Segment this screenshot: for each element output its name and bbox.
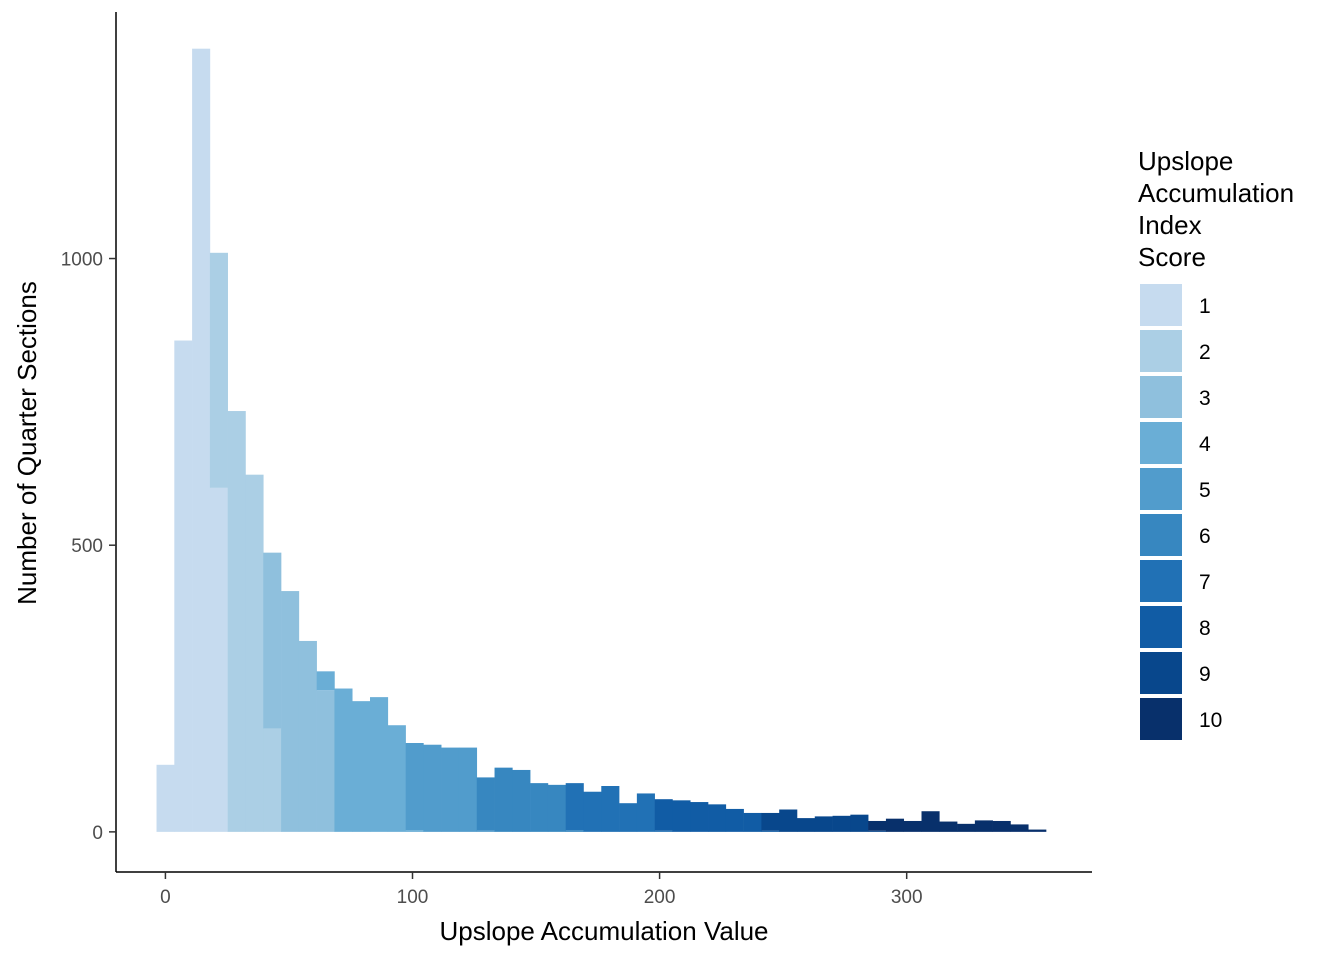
histogram-bar bbox=[708, 804, 727, 832]
legend-label: 3 bbox=[1199, 387, 1211, 410]
histogram-bar bbox=[441, 747, 460, 832]
legend-label: 4 bbox=[1199, 433, 1211, 456]
histogram-bar bbox=[387, 725, 406, 832]
histogram-bar bbox=[316, 671, 335, 691]
histogram-bar bbox=[352, 701, 371, 832]
legend-label: 5 bbox=[1199, 479, 1211, 502]
legend-swatch bbox=[1140, 606, 1182, 648]
histogram-bar bbox=[476, 777, 495, 831]
histogram-bar bbox=[174, 340, 193, 832]
legend-swatch bbox=[1140, 468, 1182, 510]
histogram-bar bbox=[743, 812, 762, 832]
histogram-bar bbox=[405, 743, 424, 831]
histogram-bar bbox=[957, 823, 976, 832]
x-tick-label: 0 bbox=[160, 887, 171, 908]
legend-swatch bbox=[1140, 514, 1182, 556]
histogram-bar bbox=[1010, 824, 1029, 832]
histogram-bar bbox=[209, 252, 228, 488]
legend-label: 2 bbox=[1199, 341, 1211, 364]
x-axis-ticks: 0 100 200 300 bbox=[160, 872, 923, 908]
legend-swatch bbox=[1140, 330, 1182, 372]
histogram-bar bbox=[725, 808, 744, 832]
legend-swatch bbox=[1140, 284, 1182, 326]
histogram-bar bbox=[370, 697, 389, 832]
x-tick-label: 300 bbox=[891, 887, 923, 908]
legend-swatch bbox=[1140, 560, 1182, 602]
histogram-bar bbox=[814, 816, 833, 832]
y-axis-ticks: 0 500 1000 bbox=[61, 250, 116, 844]
histogram-bar bbox=[458, 747, 478, 832]
legend-label: 8 bbox=[1199, 617, 1211, 640]
histogram-bar bbox=[245, 474, 264, 832]
legend-title-line: Index bbox=[1138, 210, 1202, 240]
histogram-bar bbox=[601, 786, 620, 832]
histogram-bar bbox=[583, 791, 602, 832]
histogram-bar bbox=[868, 830, 887, 832]
histogram-bar bbox=[209, 487, 228, 832]
histogram-bar bbox=[672, 800, 691, 832]
histogram-bar bbox=[796, 818, 816, 832]
legend-items: 1 2 3 4 5 6 7 8 9 10 bbox=[1140, 284, 1222, 740]
histogram-bar bbox=[654, 830, 673, 832]
histogram-bar bbox=[832, 815, 851, 832]
histogram-bar bbox=[192, 48, 211, 832]
histogram-bar bbox=[1028, 829, 1047, 832]
histogram-bar bbox=[405, 830, 424, 832]
histogram-bar bbox=[939, 821, 958, 832]
histogram-bar bbox=[334, 688, 353, 832]
histogram-bar bbox=[921, 811, 940, 832]
histogram-bar bbox=[263, 552, 282, 729]
histogram-bar bbox=[992, 820, 1011, 832]
histogram-bar bbox=[974, 820, 993, 832]
histogram-bar bbox=[885, 818, 905, 832]
x-axis-title: Upslope Accumulation Value bbox=[439, 916, 768, 946]
histogram-bar bbox=[494, 767, 513, 832]
histogram-bar bbox=[850, 814, 869, 832]
histogram-bar bbox=[547, 784, 566, 832]
histogram-bar bbox=[423, 744, 442, 832]
histogram-bar bbox=[779, 809, 798, 832]
legend-title-line: Upslope bbox=[1138, 146, 1233, 176]
histogram-bar bbox=[690, 802, 709, 832]
legend-label: 1 bbox=[1199, 295, 1211, 318]
histogram-bar bbox=[619, 803, 638, 832]
legend-swatch bbox=[1140, 698, 1182, 740]
y-axis-title: Number of Quarter Sections bbox=[12, 281, 42, 605]
y-tick-label: 1000 bbox=[61, 250, 103, 271]
histogram-bar bbox=[316, 690, 335, 832]
y-tick-label: 500 bbox=[71, 536, 103, 557]
histogram-bar bbox=[903, 820, 922, 832]
histogram-bar bbox=[868, 820, 887, 831]
histogram-bar bbox=[761, 812, 780, 831]
histogram-bar bbox=[263, 728, 282, 832]
legend-swatch bbox=[1140, 376, 1182, 418]
legend-title-line: Accumulation bbox=[1138, 178, 1294, 208]
histogram-bar bbox=[156, 764, 175, 832]
legend-swatch bbox=[1140, 422, 1182, 464]
histogram-bar bbox=[512, 769, 531, 832]
x-tick-label: 100 bbox=[397, 887, 429, 908]
legend-label: 10 bbox=[1199, 709, 1222, 732]
histogram-bar bbox=[761, 830, 780, 832]
legend-label: 6 bbox=[1199, 525, 1211, 548]
histogram-bar bbox=[530, 783, 549, 832]
histogram-bar bbox=[565, 783, 584, 831]
legend-title-line: Score bbox=[1138, 242, 1206, 272]
y-tick-label: 0 bbox=[92, 823, 103, 844]
x-tick-label: 200 bbox=[644, 887, 676, 908]
histogram-bar bbox=[298, 640, 317, 832]
legend-label: 7 bbox=[1199, 571, 1211, 594]
histogram-bar bbox=[565, 830, 584, 832]
histogram-bars bbox=[156, 48, 1047, 832]
legend-swatch bbox=[1140, 652, 1182, 694]
legend-label: 9 bbox=[1199, 663, 1211, 686]
histogram-bar bbox=[227, 411, 246, 832]
histogram-bar bbox=[476, 830, 495, 832]
histogram-bar bbox=[281, 591, 300, 832]
histogram-bar bbox=[654, 799, 673, 831]
histogram-bar bbox=[636, 793, 655, 832]
